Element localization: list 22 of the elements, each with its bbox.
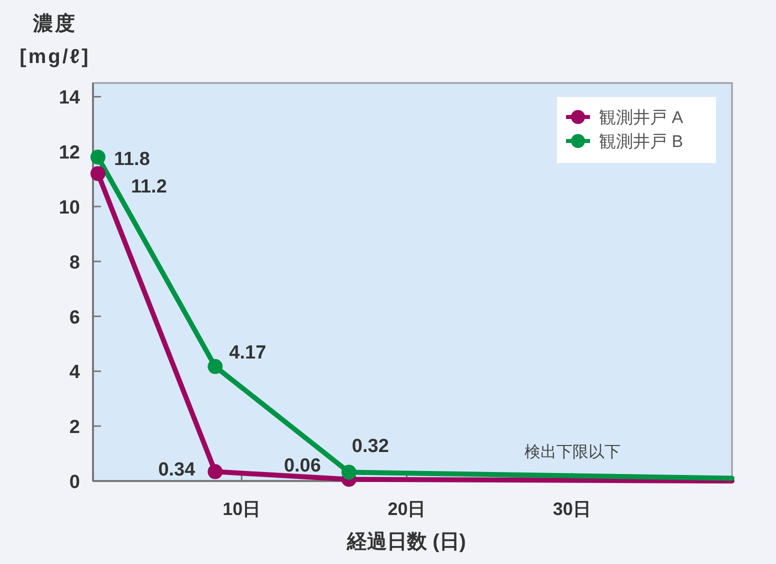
- y-tick-label: 12: [58, 142, 80, 164]
- x-tick-label: 30日: [552, 499, 591, 519]
- data-label: 11.2: [130, 176, 167, 198]
- x-tick-label: 10日: [222, 499, 261, 519]
- y-tick-label: 14: [58, 88, 80, 109]
- y-tick-label: 10: [58, 198, 80, 219]
- y-tick-label: 0: [69, 472, 80, 493]
- annotation: 検出下限以下: [524, 443, 620, 461]
- legend-label: 観測井戸 B: [599, 132, 684, 151]
- y-tick-label: 4: [69, 362, 80, 384]
- legend-label: 観測井戸 A: [599, 108, 684, 127]
- data-label: 4.17: [229, 342, 266, 364]
- y-tick-label: 8: [69, 252, 80, 274]
- y-axis-title: 濃度 [mg/ℓ]: [20, 12, 90, 68]
- x-axis-title: 経過日数 (日): [346, 531, 466, 553]
- data-label: 0.34: [158, 460, 196, 481]
- y-tick-label: 6: [69, 307, 80, 328]
- data-label: 0.32: [352, 436, 389, 458]
- data-label: 11.8: [114, 149, 150, 170]
- x-tick-label: 20日: [388, 499, 426, 519]
- data-label: 0.06: [284, 455, 321, 476]
- y-tick-label: 2: [69, 417, 80, 438]
